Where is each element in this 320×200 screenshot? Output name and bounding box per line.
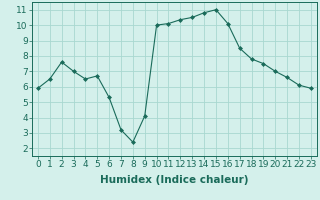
X-axis label: Humidex (Indice chaleur): Humidex (Indice chaleur): [100, 175, 249, 185]
